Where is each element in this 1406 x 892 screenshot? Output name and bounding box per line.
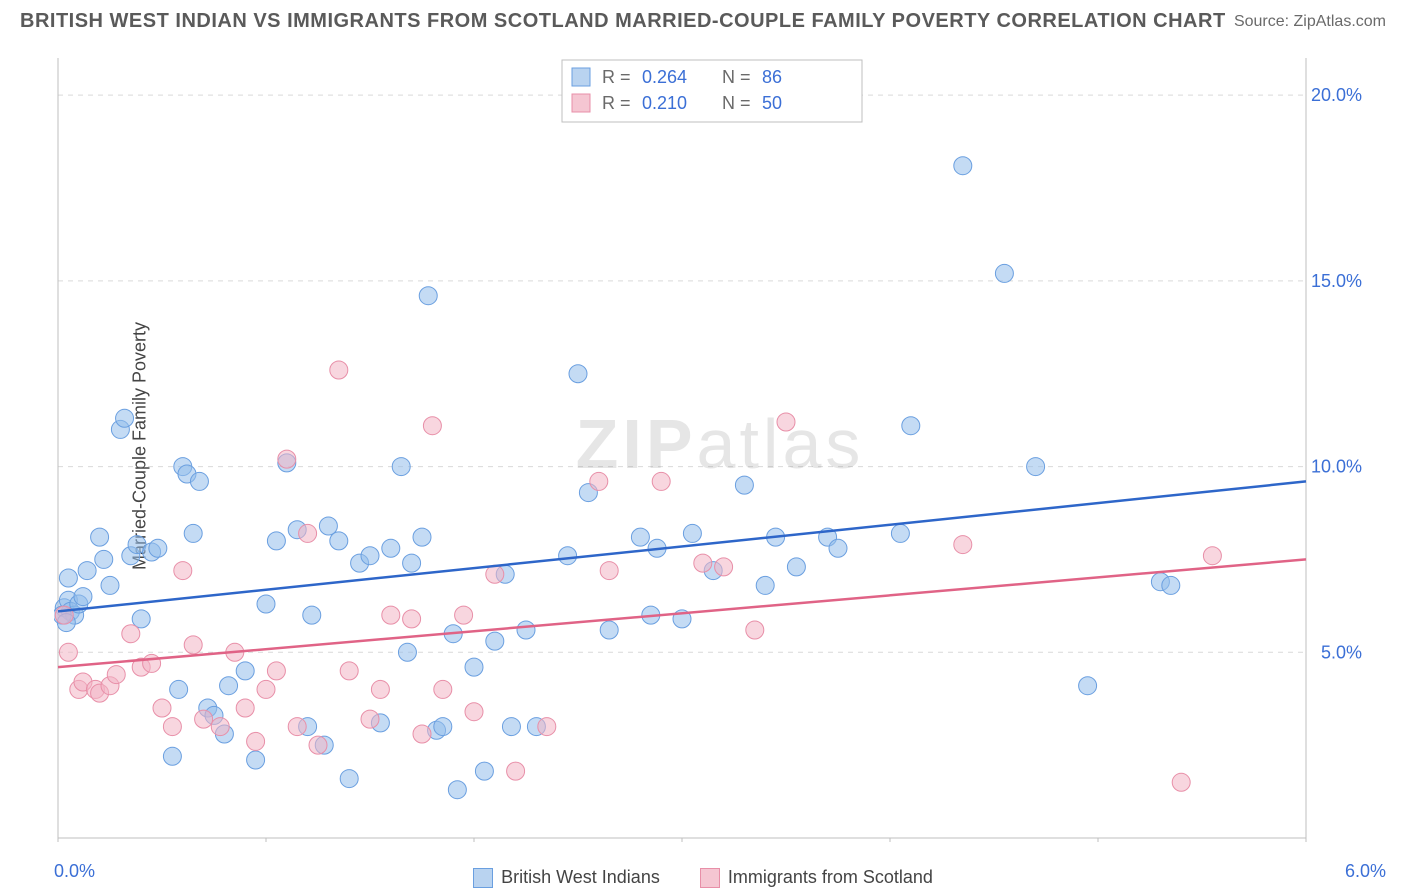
legend-item-scotland: Immigrants from Scotland — [700, 867, 933, 888]
chart-title: BRITISH WEST INDIAN VS IMMIGRANTS FROM S… — [20, 10, 1226, 33]
legend-label-scotland: Immigrants from Scotland — [728, 867, 933, 888]
legend-label-bwi: British West Indians — [501, 867, 660, 888]
svg-text:86: 86 — [762, 67, 782, 87]
svg-text:N =: N = — [722, 93, 751, 113]
chart-area: 5.0% 10.0% 15.0% 20.0% R = 0.264 N = 86 R = 0.210… — [54, 54, 1386, 842]
svg-text:N =: N = — [722, 67, 751, 87]
svg-text:0.210: 0.210 — [642, 93, 687, 113]
svg-text:R =: R = — [602, 67, 631, 87]
bottom-legend: British West Indians Immigrants from Sco… — [0, 867, 1406, 888]
legend-swatch-scotland — [700, 868, 720, 888]
legend-swatch-bwi — [473, 868, 493, 888]
svg-text:20.0%: 20.0% — [1311, 85, 1362, 105]
svg-text:10.0%: 10.0% — [1311, 457, 1362, 477]
source-label: Source: ZipAtlas.com — [1234, 13, 1386, 31]
legend-item-bwi: British West Indians — [473, 867, 660, 888]
header: BRITISH WEST INDIAN VS IMMIGRANTS FROM S… — [0, 0, 1406, 39]
svg-text:50: 50 — [762, 93, 782, 113]
svg-text:15.0%: 15.0% — [1311, 271, 1362, 291]
scatter-plot: 5.0% 10.0% 15.0% 20.0% R = 0.264 N = 86 R = 0.210… — [54, 54, 1386, 842]
svg-text:0.264: 0.264 — [642, 67, 687, 87]
svg-text:R =: R = — [602, 93, 631, 113]
svg-text:5.0%: 5.0% — [1321, 642, 1362, 662]
